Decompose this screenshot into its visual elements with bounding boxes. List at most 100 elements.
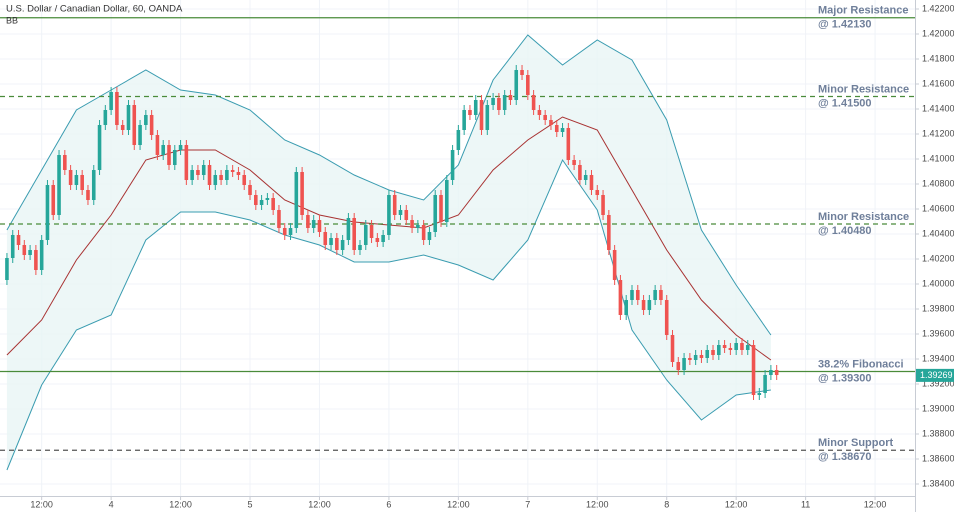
candle-body — [259, 200, 264, 205]
candle-body — [676, 362, 681, 370]
candle-body — [126, 105, 131, 130]
candle-body — [138, 125, 142, 145]
level-label: Major Resistance — [818, 5, 908, 17]
candle-body — [335, 238, 339, 250]
y-tick-label: 1.40800 — [922, 178, 954, 188]
candle-body — [421, 225, 426, 240]
candle-body — [39, 240, 44, 270]
candle-body — [91, 170, 96, 200]
candle-body — [317, 220, 322, 232]
candle-body — [248, 185, 252, 195]
candle-body — [5, 258, 9, 280]
candle-body — [34, 250, 38, 270]
candle-body — [300, 172, 304, 215]
candle-body — [404, 210, 409, 220]
x-tick-label: 7 — [525, 499, 530, 509]
candle-body — [109, 92, 113, 110]
candle-body — [172, 150, 177, 165]
candle-body — [543, 115, 547, 120]
candle-body — [566, 128, 571, 160]
y-tick-label: 1.42200 — [922, 3, 954, 13]
candle-body — [589, 175, 594, 190]
candle-body — [329, 238, 333, 245]
candle-body — [410, 220, 414, 228]
y-tick-label: 1.40000 — [922, 278, 954, 288]
candle-body — [416, 225, 420, 228]
candle-body — [711, 350, 715, 355]
x-tick-label: 12:00 — [864, 499, 887, 509]
candle-body — [485, 105, 490, 130]
y-tick-label: 1.39000 — [922, 403, 954, 413]
candle-body — [265, 198, 270, 200]
candle-body — [369, 225, 374, 238]
candle-body — [450, 150, 455, 180]
candle-body — [207, 165, 212, 185]
candle-body — [722, 345, 727, 348]
candle-body — [375, 238, 380, 242]
y-tick-label: 1.38400 — [922, 478, 954, 488]
candle-body — [647, 300, 652, 310]
x-tick-label: 12:00 — [586, 499, 609, 509]
band-fill — [6, 35, 771, 470]
candle-body — [63, 155, 67, 170]
candle-body — [219, 175, 223, 180]
candle-body — [103, 110, 108, 125]
candle-body — [352, 218, 356, 250]
candle-body — [306, 215, 310, 228]
candle-body — [149, 115, 154, 135]
candle-body — [670, 335, 675, 362]
x-tick-label: 4 — [109, 499, 114, 509]
candle-body — [688, 358, 692, 360]
candle-body — [201, 165, 206, 175]
candle-body — [641, 300, 646, 310]
candle-body — [526, 75, 530, 95]
candle-body — [537, 110, 542, 115]
y-tick-label: 1.40200 — [922, 253, 954, 263]
candle-body — [583, 175, 588, 180]
candle-body — [178, 145, 183, 150]
candle-body — [612, 250, 617, 280]
y-tick-label: 1.38800 — [922, 428, 954, 438]
candle-body — [387, 195, 391, 235]
candle-body — [57, 155, 61, 215]
band-lower — [6, 158, 771, 471]
candle-body — [271, 198, 275, 210]
candle-body — [508, 95, 513, 100]
candle-body — [294, 172, 299, 228]
candle-body — [10, 235, 15, 258]
candle-body — [236, 172, 241, 175]
candle-body — [398, 210, 403, 215]
level-label: Minor Resistance — [818, 211, 909, 223]
candle-body — [28, 250, 32, 255]
candle-body — [699, 355, 704, 358]
level-label: @ 1.39300 — [818, 372, 872, 384]
candle-body — [68, 170, 73, 185]
candle-body — [659, 290, 663, 300]
x-tick-label: 8 — [664, 499, 669, 509]
last-price-box — [916, 368, 954, 382]
y-tick-label: 1.39800 — [922, 303, 954, 313]
candle-body — [635, 290, 640, 300]
y-tick-label: 1.40400 — [922, 228, 954, 238]
candle-body — [346, 218, 351, 240]
candle-body — [381, 235, 385, 242]
y-tick-label: 1.39600 — [922, 328, 954, 338]
indicator-label: BB — [6, 15, 18, 25]
x-tick-label: 12:00 — [169, 499, 192, 509]
candle-body — [282, 228, 287, 235]
candle-body — [190, 170, 194, 180]
candle-body — [45, 185, 50, 240]
candle-body — [560, 128, 565, 132]
candle-body — [740, 343, 744, 350]
candle-body — [288, 228, 293, 235]
candle-body — [184, 145, 189, 180]
y-tick-label: 1.41400 — [922, 103, 954, 113]
candle-body — [427, 232, 432, 240]
candle-body — [392, 195, 397, 215]
candle-body — [433, 195, 438, 232]
candle-body — [230, 170, 235, 172]
candle-body — [311, 220, 316, 228]
candle-body — [16, 235, 21, 245]
candle-body — [751, 345, 756, 395]
